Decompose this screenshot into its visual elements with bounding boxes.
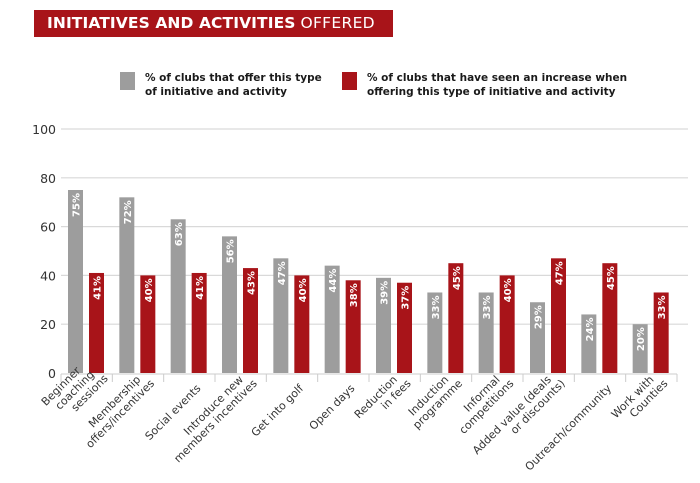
data-label-increase: 40% bbox=[144, 278, 155, 302]
bar-offer bbox=[222, 236, 237, 373]
y-tick-label: 60 bbox=[40, 220, 56, 235]
data-label-offer: 75% bbox=[72, 193, 83, 217]
bar-offer bbox=[632, 324, 648, 373]
legend-label-increase-line1: % of clubs that have seen an increase wh… bbox=[367, 72, 628, 84]
x-axis bbox=[60, 373, 678, 382]
bar-increase bbox=[345, 280, 361, 373]
x-category-label-line: Open days bbox=[307, 382, 358, 433]
data-label-increase: 43% bbox=[247, 271, 258, 295]
data-label-offer: 29% bbox=[534, 305, 545, 329]
y-tick-label: 40 bbox=[40, 268, 56, 283]
data-label-offer: 33% bbox=[482, 295, 493, 319]
data-label-increase: 38% bbox=[349, 283, 360, 307]
data-label-increase: 40% bbox=[503, 278, 514, 302]
data-label-increase: 40% bbox=[298, 278, 309, 302]
bar-increase bbox=[191, 272, 207, 373]
bar-increase bbox=[243, 268, 258, 373]
bar-increase bbox=[499, 275, 515, 373]
data-label-offer: 20% bbox=[636, 327, 647, 351]
bar-offer bbox=[427, 292, 443, 373]
data-label-offer: 63% bbox=[174, 222, 185, 246]
bar-increase bbox=[653, 292, 669, 373]
bar-offer bbox=[376, 277, 391, 373]
bar-increase bbox=[140, 275, 156, 373]
legend-item-increase: % of clubs that have seen an increase wh… bbox=[342, 72, 667, 99]
x-category-label: Get into golf bbox=[249, 381, 307, 439]
data-label-offer: 56% bbox=[226, 239, 237, 263]
x-category-label-line: Get into golf bbox=[249, 381, 307, 439]
bar-offer bbox=[68, 190, 83, 373]
bar-increase bbox=[89, 272, 104, 373]
data-label-increase: 37% bbox=[401, 286, 412, 310]
data-label-offer: 44% bbox=[328, 269, 339, 293]
bar-offer bbox=[170, 219, 186, 373]
bar-offer bbox=[273, 258, 289, 373]
bar-increase bbox=[602, 263, 618, 373]
title-light: OFFERED bbox=[300, 14, 375, 32]
bar-increase bbox=[551, 258, 566, 373]
title-banner: INITIATIVES AND ACTIVITIES OFFERED bbox=[34, 10, 393, 37]
y-tick-label: 0 bbox=[48, 366, 56, 381]
x-category-label: Open days bbox=[307, 382, 358, 433]
legend-label-offer-line2: of initiative and activity bbox=[145, 85, 288, 98]
legend-swatch-offer bbox=[120, 72, 135, 90]
legend-label-offer-line1: % of clubs that offer this type bbox=[145, 72, 322, 84]
bars: 75% 72% 63% 56% 47% 44% 39% 33% 33% 29% 24% 20% 41% 4… bbox=[68, 190, 669, 373]
data-label-offer: 72% bbox=[123, 200, 134, 224]
bar-offer bbox=[530, 302, 545, 373]
x-category-label-line: members incentives bbox=[171, 377, 260, 466]
data-label-increase: 45% bbox=[606, 266, 617, 290]
data-label-increase: 47% bbox=[555, 261, 566, 285]
data-label-offer: 24% bbox=[585, 317, 596, 341]
data-label-increase: 33% bbox=[657, 295, 668, 319]
bar-offer bbox=[478, 292, 494, 373]
y-tick-label: 20 bbox=[40, 317, 56, 332]
data-label-offer: 47% bbox=[277, 261, 288, 285]
bar-offer bbox=[324, 265, 340, 373]
bar-offer bbox=[581, 314, 597, 373]
legend-item-offer: % of clubs that offer this type of initi… bbox=[120, 72, 395, 99]
bar-offer bbox=[119, 197, 135, 373]
y-tick-label: 80 bbox=[40, 171, 56, 186]
gridlines bbox=[61, 128, 688, 325]
bar-increase bbox=[448, 263, 464, 373]
y-axis-ticks: 0 20 40 60 80 100 bbox=[32, 122, 56, 381]
y-tick-label: 100 bbox=[32, 122, 56, 137]
data-label-increase: 45% bbox=[452, 266, 463, 290]
bar-increase bbox=[397, 282, 412, 373]
legend-label-increase: % of clubs that have seen an increase wh… bbox=[367, 72, 667, 99]
title-bold: INITIATIVES AND ACTIVITIES bbox=[47, 14, 296, 32]
legend-label-increase-line2: offering this type of initiative and act… bbox=[367, 85, 616, 98]
data-label-increase: 41% bbox=[195, 276, 206, 300]
bar-increase bbox=[294, 275, 310, 373]
data-label-offer: 39% bbox=[380, 281, 391, 305]
legend-label-offer: % of clubs that offer this type of initi… bbox=[145, 72, 395, 99]
data-label-increase: 41% bbox=[93, 276, 104, 300]
data-label-offer: 33% bbox=[431, 295, 442, 319]
legend-swatch-increase bbox=[342, 72, 357, 90]
